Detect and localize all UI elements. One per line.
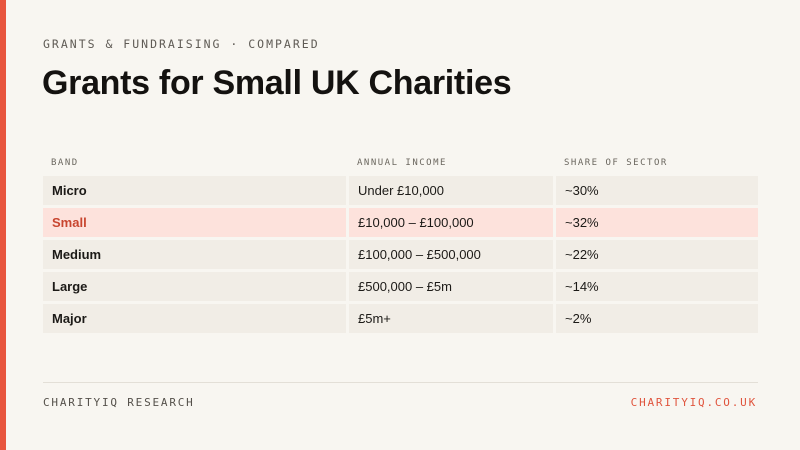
share-cell: ~22%: [556, 240, 758, 269]
eyebrow-label: GRANTS & FUNDRAISING · COMPARED: [43, 37, 320, 51]
income-cell: £500,000 – £5m: [349, 272, 553, 301]
table-header-row: BAND ANNUAL INCOME SHARE OF SECTOR: [43, 150, 758, 176]
page-title: Grants for Small UK Charities: [42, 64, 512, 102]
footer-divider: [43, 382, 758, 383]
table-row-highlighted: Small £10,000 – £100,000 ~32%: [43, 208, 758, 237]
table-row: Major £5m+ ~2%: [43, 304, 758, 333]
table-row: Medium £100,000 – £500,000 ~22%: [43, 240, 758, 269]
band-cell: Medium: [43, 240, 346, 269]
comparison-table: BAND ANNUAL INCOME SHARE OF SECTOR Micro…: [43, 150, 758, 336]
income-cell: £100,000 – £500,000: [349, 240, 553, 269]
column-header-band: BAND: [51, 158, 79, 168]
income-cell: £10,000 – £100,000: [349, 208, 553, 237]
table-row: Micro Under £10,000 ~30%: [43, 176, 758, 205]
share-cell: ~30%: [556, 176, 758, 205]
accent-bar: [0, 0, 6, 450]
band-cell: Small: [43, 208, 346, 237]
band-cell: Large: [43, 272, 346, 301]
share-cell: ~32%: [556, 208, 758, 237]
band-cell: Major: [43, 304, 346, 333]
table-row: Large £500,000 – £5m ~14%: [43, 272, 758, 301]
income-cell: Under £10,000: [349, 176, 553, 205]
footer-website-link[interactable]: CHARITYIQ.CO.UK: [630, 396, 757, 409]
share-cell: ~14%: [556, 272, 758, 301]
share-cell: ~2%: [556, 304, 758, 333]
column-header-share-of-sector: SHARE OF SECTOR: [564, 158, 668, 168]
footer-source-label: CHARITYIQ RESEARCH: [43, 396, 195, 409]
column-header-annual-income: ANNUAL INCOME: [357, 158, 447, 168]
band-cell: Micro: [43, 176, 346, 205]
income-cell: £5m+: [349, 304, 553, 333]
